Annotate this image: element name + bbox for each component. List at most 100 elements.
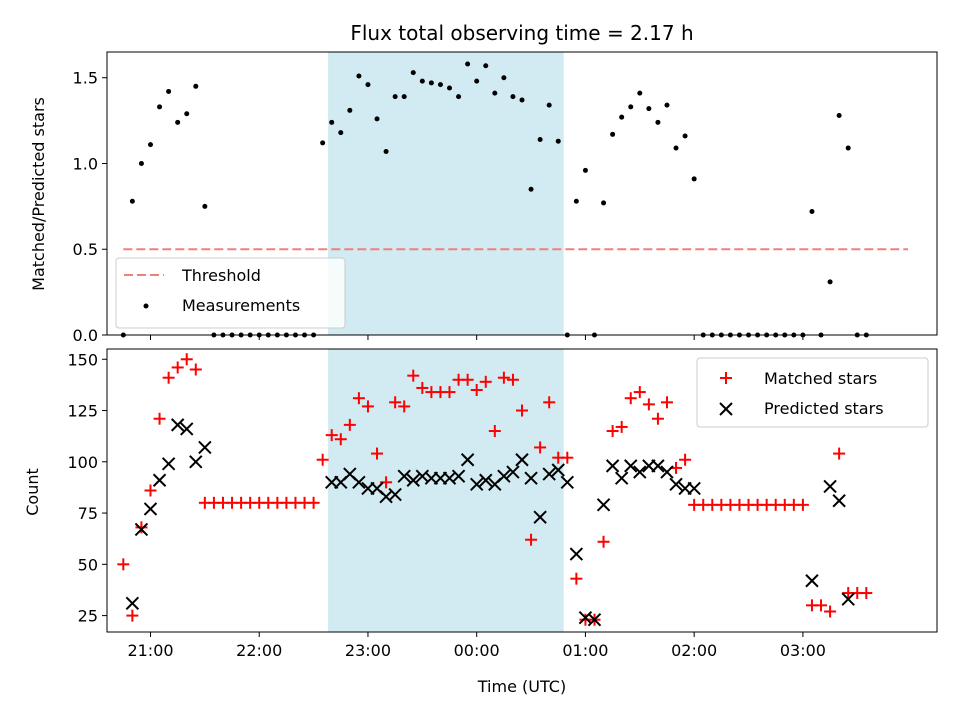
- legend-predicted-label: Predicted stars: [764, 399, 884, 418]
- measurement-point: [157, 104, 163, 110]
- top-y-tick-label: 1.0: [73, 154, 98, 173]
- top-span: [328, 52, 564, 335]
- matched-point: [488, 425, 501, 438]
- measurement-point: [845, 145, 851, 151]
- matched-point: [660, 396, 673, 409]
- measurement-point: [419, 78, 425, 84]
- matched-point: [543, 396, 556, 409]
- measurement-point: [347, 107, 353, 113]
- measurement-points: [120, 61, 869, 338]
- matched-point: [389, 396, 402, 409]
- measurement-point: [691, 176, 697, 182]
- measurement-point: [428, 80, 434, 86]
- measurement-point: [365, 82, 371, 88]
- legend-measurements-swatch: [143, 303, 149, 309]
- measurement-point: [129, 198, 135, 204]
- matched-point: [679, 453, 692, 466]
- bottom-y-tick-label: 50: [78, 555, 98, 574]
- predicted-point: [524, 471, 538, 485]
- legend-matched-label: Matched stars: [764, 369, 877, 388]
- measurement-point: [193, 83, 199, 89]
- predicted-point: [469, 477, 484, 492]
- bottom-panel: 25 50 75 100 125 150 21:00 22:00 23:00 00:00 01:0…: [23, 348, 938, 696]
- matched-point: [642, 398, 655, 411]
- matched-point: [615, 420, 628, 433]
- predicted-point: [180, 422, 194, 436]
- measurement-point: [528, 186, 534, 192]
- matched-point: [815, 599, 828, 612]
- predicted-point: [660, 465, 674, 479]
- bottom-x-tick-label: 21:00: [127, 641, 173, 660]
- predicted-point: [551, 463, 565, 477]
- top-legend: Threshold Measurements: [115, 257, 346, 329]
- measurement-point: [437, 82, 443, 88]
- measurement-point: [383, 148, 389, 154]
- measurement-point: [392, 94, 398, 100]
- measurement-point: [546, 102, 552, 108]
- matched-point: [525, 533, 538, 546]
- bottom-axes-frame: [106, 348, 938, 633]
- matched-point: [443, 386, 456, 399]
- measurement-point: [628, 104, 634, 110]
- top-y-tick-label: 0.5: [73, 240, 98, 259]
- measurement-point: [655, 119, 661, 125]
- predicted-point: [143, 502, 158, 516]
- measurement-point: [147, 142, 153, 148]
- bottom-x-tick-label: 00:00: [454, 641, 500, 660]
- matched-point: [506, 373, 519, 386]
- chart-title: Flux total observing time = 2.17 h: [350, 21, 693, 45]
- measurement-point: [138, 160, 144, 166]
- predicted-point: [633, 465, 647, 479]
- matched-point: [343, 418, 356, 431]
- matched-point: [162, 371, 175, 384]
- predicted-point: [406, 473, 420, 487]
- matched-point: [597, 535, 610, 548]
- predicted-points: [125, 418, 855, 627]
- bottom-y-tick-label: 150: [67, 350, 98, 369]
- measurement-point: [492, 90, 498, 96]
- predicted-point: [669, 477, 683, 492]
- matched-point: [461, 373, 474, 386]
- predicted-point: [125, 596, 140, 610]
- measurement-point: [338, 130, 344, 136]
- matched-point: [117, 558, 130, 571]
- predicted-point: [832, 494, 846, 508]
- top-y-tick-label: 1.5: [73, 69, 98, 88]
- matched-point: [606, 425, 619, 438]
- predicted-point: [451, 469, 466, 483]
- matched-point: [153, 412, 166, 425]
- predicted-point: [189, 455, 203, 469]
- measurement-point: [510, 94, 516, 100]
- predicted-point: [823, 479, 837, 494]
- measurement-point: [320, 140, 326, 146]
- matched-point: [361, 400, 374, 413]
- legend-matched-swatch: [720, 372, 732, 384]
- legend-predicted-swatch: [719, 402, 733, 416]
- matched-point: [316, 453, 329, 466]
- top-y-axis-label: Matched/Predicted stars: [29, 97, 48, 291]
- matched-point: [144, 484, 157, 497]
- bottom-x-ticks: 21:00 22:00 23:00 00:00 01:00 02:00 03:00: [127, 632, 826, 660]
- measurement-point: [809, 209, 815, 215]
- measurement-point: [827, 279, 833, 285]
- measurement-point: [501, 75, 507, 81]
- predicted-point: [569, 547, 584, 561]
- matched-point: [189, 363, 202, 376]
- matched-point: [570, 572, 583, 585]
- measurement-point: [184, 111, 190, 117]
- top-legend-box: [115, 257, 346, 329]
- predicted-point: [651, 459, 665, 473]
- matched-point: [796, 498, 809, 511]
- predicted-point: [841, 592, 855, 606]
- bottom-x-tick-label: 23:00: [345, 641, 391, 660]
- matched-point: [534, 441, 547, 454]
- measurement-point: [329, 119, 335, 125]
- predicted-point: [587, 612, 602, 627]
- measurement-point: [166, 88, 172, 94]
- predicted-point: [479, 473, 493, 487]
- matched-point: [325, 429, 338, 442]
- legend-threshold-label: Threshold: [181, 266, 261, 285]
- measurement-point: [682, 133, 688, 139]
- measurement-point: [401, 94, 407, 100]
- measurement-point: [202, 203, 208, 209]
